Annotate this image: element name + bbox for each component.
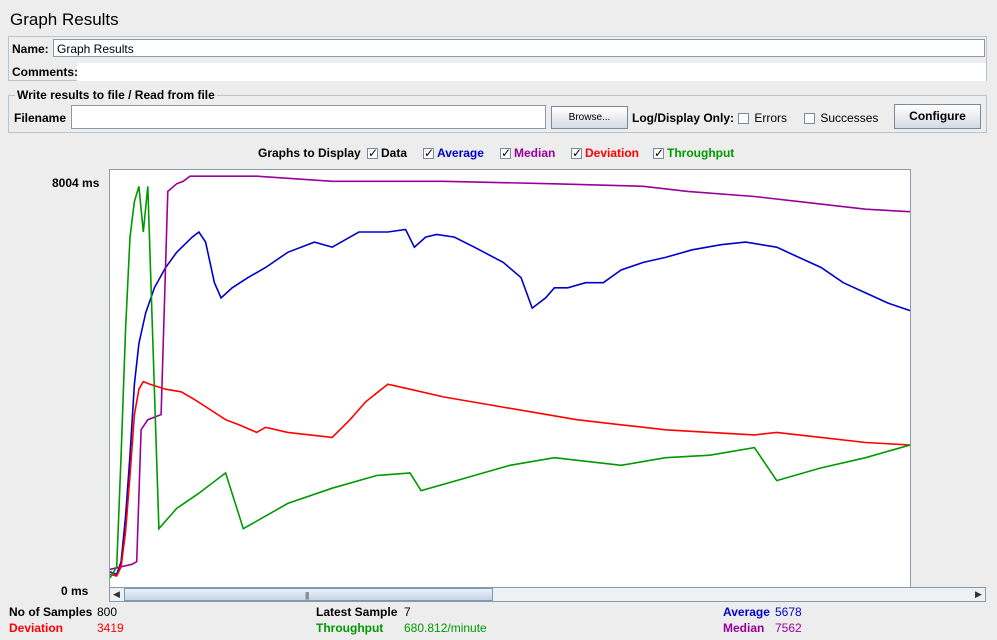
deviation-stat-value: 3419 — [97, 621, 124, 635]
scroll-grip-icon: ||| — [305, 591, 309, 600]
average-stat-label: Average — [723, 605, 770, 619]
samples-value: 800 — [97, 605, 118, 619]
data-toggle[interactable]: Data — [367, 146, 407, 160]
file-panel: Write results to file / Read from file F… — [8, 88, 987, 133]
successes-checkbox-box[interactable] — [804, 113, 815, 124]
throughput-toggle-label: Throughput — [667, 146, 735, 160]
deviation-stat-label: Deviation — [9, 621, 64, 635]
deviation-checkbox[interactable] — [571, 146, 582, 160]
successes-checkbox[interactable]: Successes — [804, 111, 878, 125]
series-line-average — [110, 228, 910, 576]
series-line-deviation — [110, 380, 910, 577]
scroll-left-arrow-icon[interactable]: ◀ — [113, 589, 120, 599]
deviation-toggle-label: Deviation — [585, 146, 640, 160]
graphs-to-display-label: Graphs to Display — [258, 146, 361, 160]
page-title: Graph Results — [10, 10, 119, 29]
average-checkbox[interactable] — [423, 146, 434, 160]
filename-input[interactable] — [71, 105, 546, 129]
graph-plot-svg — [110, 175, 910, 579]
average-stat-value: 5678 — [775, 605, 802, 619]
name-label: Name: — [12, 42, 49, 56]
data-checkbox[interactable] — [367, 146, 378, 160]
scroll-thumb[interactable]: ||| — [124, 588, 493, 601]
graphs-to-display: Graphs to Display Data Average Median De… — [258, 146, 758, 162]
errors-checkbox[interactable]: Errors — [738, 111, 787, 125]
name-field[interactable]: Graph Results — [53, 39, 985, 57]
filename-label: Filename — [14, 111, 67, 125]
name-comments-panel: Name: Graph Results Comments: — [8, 36, 987, 81]
errors-label: Errors — [754, 111, 788, 125]
successes-label: Successes — [820, 111, 879, 125]
throughput-stat-label: Throughput — [316, 621, 384, 635]
median-toggle[interactable]: Median — [500, 146, 555, 160]
scroll-right-arrow-icon[interactable]: ▶ — [975, 589, 982, 599]
browse-button[interactable]: Browse... — [551, 106, 628, 129]
samples-label: No of Samples — [9, 605, 93, 619]
throughput-stat-value: 680.812/minute — [404, 621, 487, 635]
file-panel-legend: Write results to file / Read from file — [15, 88, 217, 102]
throughput-checkbox[interactable] — [653, 146, 664, 160]
data-toggle-label: Data — [381, 146, 408, 160]
horizontal-scrollbar[interactable]: ◀ ||| ▶ — [109, 587, 986, 602]
series-line-median — [110, 175, 910, 571]
average-toggle-label: Average — [437, 146, 484, 160]
series-line-throughput — [110, 186, 910, 579]
latest-sample-value: 7 — [404, 605, 411, 619]
errors-checkbox-box[interactable] — [738, 113, 749, 124]
median-toggle-label: Median — [514, 146, 556, 160]
throughput-toggle[interactable]: Throughput — [653, 146, 734, 160]
graph-plot — [109, 169, 911, 589]
comments-field[interactable] — [77, 63, 986, 81]
average-toggle[interactable]: Average — [423, 146, 484, 160]
log-display-label: Log/Display Only: — [632, 111, 735, 125]
y-axis-min-label: 0 ms — [61, 584, 89, 598]
y-axis-max-label: 8004 ms — [52, 176, 100, 190]
configure-button[interactable]: Configure — [894, 104, 981, 129]
comments-label: Comments: — [12, 65, 79, 79]
latest-sample-label: Latest Sample — [316, 605, 398, 619]
median-stat-label: Median — [723, 621, 765, 635]
median-stat-value: 7562 — [775, 621, 802, 635]
deviation-toggle[interactable]: Deviation — [571, 146, 639, 160]
median-checkbox[interactable] — [500, 146, 511, 160]
